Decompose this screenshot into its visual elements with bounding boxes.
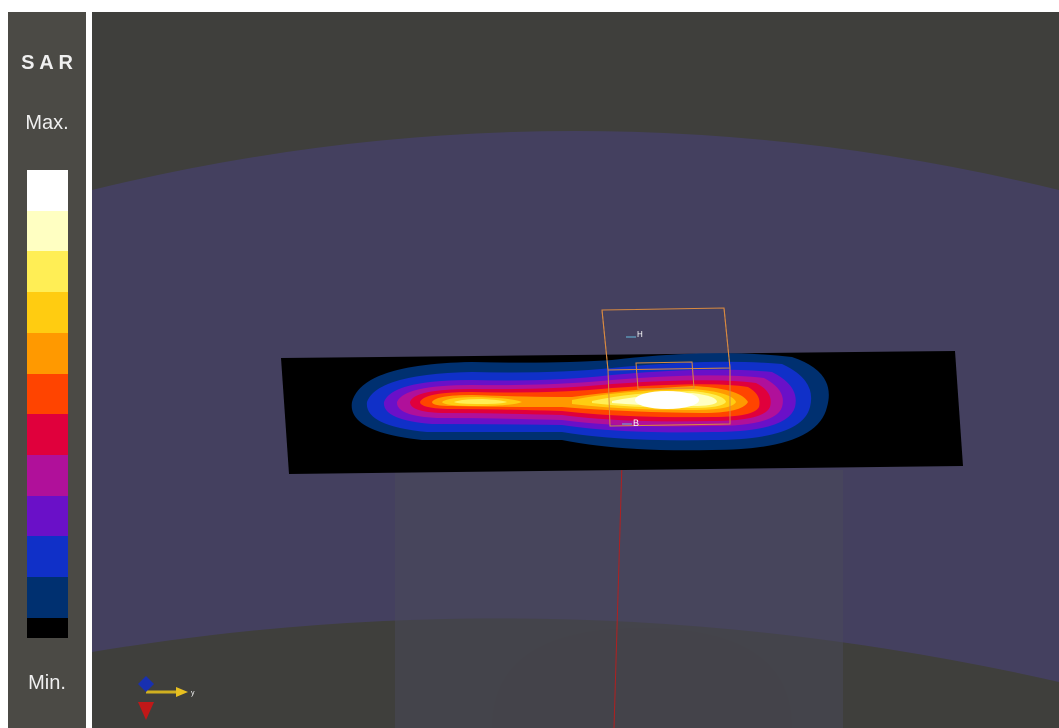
legend-title: S A R [21,52,73,74]
cylinder [395,470,843,728]
axis-triad: y [138,676,195,720]
legend-min: Min. [28,672,66,694]
marker-label: B [633,418,639,428]
legend-panel: S A R Max. Min. [8,12,86,728]
swatch [27,332,68,374]
swatch [27,495,68,537]
swatch [27,577,68,618]
sar-peak [635,391,699,409]
device-wireframe [601,307,731,427]
swatch [27,454,68,496]
swatch [27,170,68,211]
marker-label: H [637,330,643,339]
swatch [27,617,68,639]
viewport: H B y [92,12,1059,728]
legend-max: Max. [25,112,69,134]
swatch [27,373,68,415]
axis-line [613,461,623,728]
swatch [27,292,68,333]
swatch [27,210,68,252]
axis-label: y [191,690,195,697]
color-bar [27,170,68,639]
swatch [27,414,68,455]
swatch [27,536,68,578]
swatch [27,251,68,293]
